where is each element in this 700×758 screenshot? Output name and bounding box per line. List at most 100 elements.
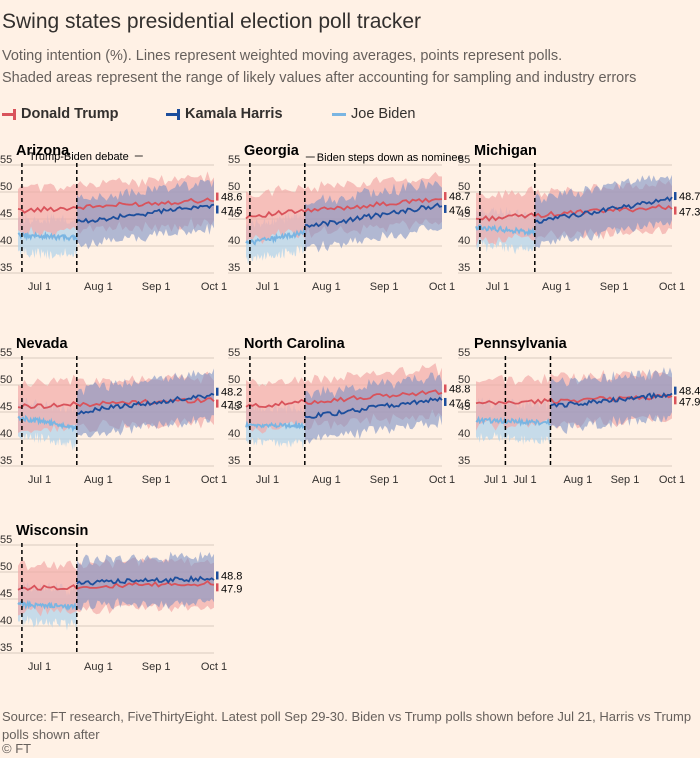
- x-tick-label: Jul 1: [486, 281, 509, 293]
- end-value-label-low: 47.9: [221, 583, 242, 595]
- end-marker-high: [216, 571, 219, 580]
- harris-range-band: [76, 179, 214, 250]
- y-tick-label: 55: [228, 154, 240, 166]
- y-tick-label: 40: [458, 428, 470, 440]
- legend-item-trump: Donald Trump: [2, 106, 118, 122]
- panel-nevada: Nevada 35 40 45 50 55 Jul 1 Aug 1 Sep 1 Oct 1 48.2…: [0, 336, 242, 506]
- x-tick-label: Oct 1: [659, 474, 685, 486]
- panel-title: Arizona: [16, 143, 70, 159]
- end-marker-high: [674, 192, 677, 201]
- poll-chart: 35 40 45 50 55 Jul 1 Aug 1 Sep 1 Oct 1 48.8 47.6: [228, 347, 470, 486]
- x-tick-label: Jul 1: [256, 474, 279, 486]
- chart-subtitle-line2: Shaded areas represent the range of like…: [2, 70, 637, 86]
- end-value-label-high: 48.6: [221, 192, 242, 204]
- panel-georgia: Georgia 35 40 45 50 55 Jul 1 Aug 1 Sep 1 Oct 1 48.…: [228, 143, 470, 313]
- harris-range-band: [304, 372, 442, 444]
- biden-line: [17, 230, 78, 243]
- harris-line: [76, 575, 215, 586]
- credit: © FT: [2, 741, 32, 756]
- panel-title: Georgia: [244, 143, 299, 159]
- y-tick-label: 45: [228, 401, 240, 413]
- legend-item-harris: Kamala Harris: [166, 106, 283, 122]
- y-tick-label: 50: [228, 181, 240, 193]
- y-tick-label: 45: [0, 588, 12, 600]
- chart-title: Swing states presidential election poll …: [2, 10, 422, 33]
- x-tick-label: Aug 1: [84, 474, 113, 486]
- legend-label-harris: Kamala Harris: [185, 106, 283, 122]
- y-tick-label: 50: [0, 181, 12, 193]
- x-tick-label: Aug 1: [312, 474, 341, 486]
- x-tick-label: Aug 1: [84, 661, 113, 673]
- y-tick-label: 35: [228, 262, 240, 274]
- end-value-label-low: 47.6: [449, 398, 470, 410]
- panel-wisconsin: Wisconsin 35 40 45 50 55 Jul 1 Aug 1 Sep 1 Oct 1 4…: [0, 523, 242, 693]
- x-tick-label: Aug 1: [564, 474, 593, 486]
- poll-chart: 35 40 45 50 55 Jul 1 Aug 1 Sep 1 Oct 1 48.7 47.6 Bi…: [228, 152, 470, 293]
- x-tick-label: Oct 1: [201, 661, 227, 673]
- x-tick-label: Oct 1: [659, 281, 685, 293]
- y-tick-label: 50: [458, 181, 470, 193]
- end-marker-high: [674, 386, 677, 395]
- panel-pennsylvania: Pennsylvania 35 40 45 50 55 Jul 1 Jul 1 Aug 1 Sep…: [458, 336, 700, 506]
- end-marker-high: [444, 384, 447, 393]
- end-value-label-low: 47.5: [221, 206, 242, 218]
- x-tick-label: Sep 1: [142, 281, 171, 293]
- y-tick-label: 45: [458, 401, 470, 413]
- panel-michigan: Michigan 35 40 45 50 55 Jul 1 Aug 1 Sep 1 Oct 1 48…: [458, 143, 700, 313]
- legend-item-biden: Joe Biden: [332, 106, 416, 122]
- x-tick-label: Aug 1: [312, 281, 341, 293]
- x-tick-label: Jul 1: [484, 474, 507, 486]
- harris-range-band: [76, 368, 214, 438]
- biden-line: [475, 223, 536, 237]
- end-marker-low: [216, 205, 219, 214]
- y-tick-label: 35: [0, 455, 12, 467]
- trump-line: [475, 393, 673, 406]
- panel-title: Pennsylvania: [474, 336, 567, 352]
- y-tick-label: 35: [228, 455, 240, 467]
- x-tick-label: Aug 1: [84, 281, 113, 293]
- y-tick-label: 35: [458, 262, 470, 274]
- biden-line: [245, 226, 306, 246]
- annotation-debate: Trump-Biden debate: [29, 151, 129, 163]
- end-value-label-high: 48.7: [449, 191, 470, 203]
- end-value-label-high: 48.2: [221, 387, 242, 399]
- legend-swatch-harris: [166, 108, 180, 120]
- harris-range-band: [76, 551, 214, 611]
- y-tick-label: 35: [0, 262, 12, 274]
- end-marker-high: [216, 192, 219, 201]
- end-value-label-high: 48.8: [449, 383, 470, 395]
- end-marker-low: [216, 399, 219, 408]
- end-marker-low: [216, 583, 219, 592]
- y-tick-label: 50: [0, 561, 12, 573]
- biden-line: [475, 415, 551, 427]
- legend-label-trump: Donald Trump: [21, 106, 119, 122]
- harris-line: [76, 203, 215, 224]
- y-tick-label: 45: [0, 208, 12, 220]
- y-tick-label: 50: [0, 374, 12, 386]
- x-tick-label: Oct 1: [429, 281, 455, 293]
- end-marker-high: [216, 387, 219, 396]
- end-value-label-low: 47.6: [449, 205, 470, 217]
- end-value-label-high: 48.7: [679, 191, 700, 203]
- end-marker-low: [444, 397, 447, 406]
- end-value-label-high: 48.4: [679, 386, 700, 398]
- y-tick-label: 45: [0, 401, 12, 413]
- x-tick-label: Sep 1: [142, 474, 171, 486]
- panel-title: Nevada: [16, 336, 68, 352]
- y-tick-label: 55: [228, 347, 240, 359]
- x-tick-label: Sep 1: [611, 474, 640, 486]
- y-tick-label: 40: [0, 235, 12, 247]
- y-tick-label: 40: [228, 235, 240, 247]
- poll-chart: 35 40 45 50 55 Jul 1 Aug 1 Sep 1 Oct 1 48.6 47.5 Tr…: [0, 151, 242, 293]
- poll-chart: 35 40 45 50 55 Jul 1 Aug 1 Sep 1 Oct 1 48.247.3: [0, 347, 242, 486]
- source-note: Source: FT research, FiveThirtyEight. La…: [2, 709, 692, 742]
- legend-label-biden: Joe Biden: [351, 106, 416, 122]
- end-marker-low: [674, 206, 677, 215]
- harris-line: [550, 392, 673, 408]
- biden-line: [17, 599, 78, 611]
- x-tick-label: Jul 1: [513, 474, 536, 486]
- panel-title: North Carolina: [244, 336, 345, 352]
- y-tick-label: 50: [458, 374, 470, 386]
- x-tick-label: Oct 1: [429, 474, 455, 486]
- trump-line: [245, 389, 443, 409]
